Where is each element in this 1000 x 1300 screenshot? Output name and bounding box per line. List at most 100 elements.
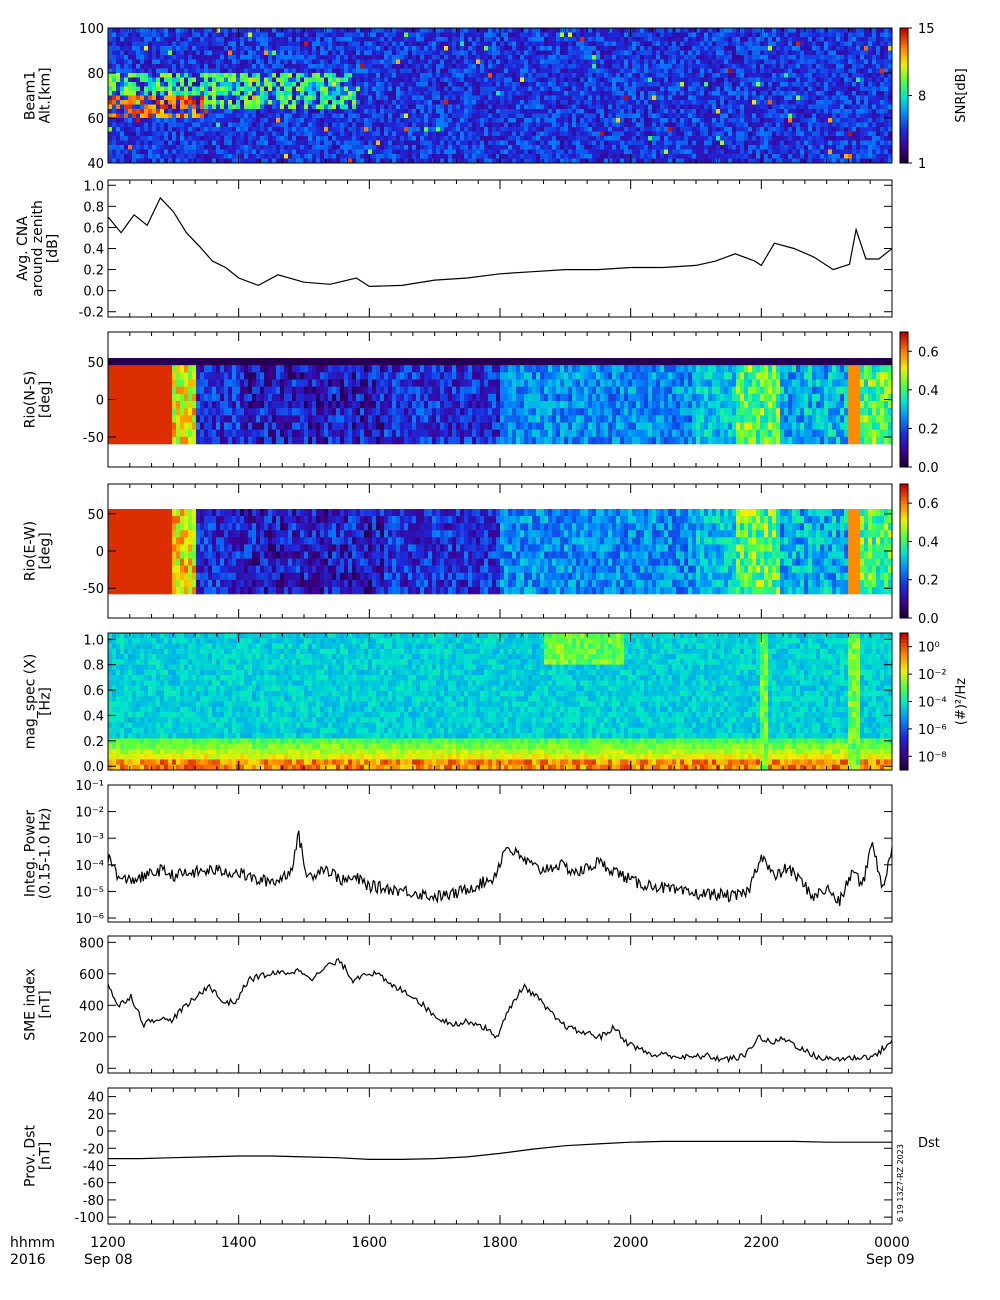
beam1-heatmap-cell xyxy=(120,131,125,137)
beam1-heatmap-cell xyxy=(648,131,653,137)
beam1-heatmap-cell xyxy=(276,59,281,65)
beam1-heatmap-cell xyxy=(300,37,305,42)
beam1-heatmap-cell xyxy=(212,131,217,137)
beam1-heatmap-cell xyxy=(200,77,205,83)
beam1-heatmap-cell xyxy=(184,32,189,38)
beam1-heatmap-cell xyxy=(144,127,149,132)
beam1-heatmap-cell xyxy=(388,140,393,146)
beam1-heatmap-cell xyxy=(176,131,181,137)
beam1-heatmap-cell xyxy=(108,95,113,101)
beam1-heatmap-cell xyxy=(152,131,157,137)
beam1-heatmap-cell xyxy=(528,122,533,128)
beam1-heatmap-cell xyxy=(576,68,581,74)
beam1-heatmap-cell xyxy=(676,28,681,33)
beam1-heatmap-cell xyxy=(628,68,633,74)
beam1-heatmap-cell xyxy=(396,140,401,146)
beam1-heatmap-cell xyxy=(596,118,601,123)
beam1-heatmap-cell xyxy=(700,100,705,105)
beam1-heatmap-cell xyxy=(592,28,597,33)
beam1-heatmap-cell xyxy=(128,68,133,74)
beam1-heatmap-cell xyxy=(452,145,457,150)
beam1-heatmap-cell xyxy=(524,145,529,150)
beam1-heatmap-cell xyxy=(216,68,221,74)
beam1-heatmap-cell xyxy=(304,104,309,110)
beam1-heatmap-cell xyxy=(436,113,441,119)
beam1-heatmap-cell xyxy=(600,91,605,96)
beam1-heatmap-cell xyxy=(348,158,353,164)
beam1-heatmap-cell xyxy=(376,95,381,101)
beam1-heatmap-cell xyxy=(728,59,733,65)
beam1-heatmap-cell xyxy=(108,131,113,137)
beam1-heatmap-cell xyxy=(372,158,377,164)
beam1-heatmap-cell xyxy=(688,149,693,155)
beam1-heatmap-cell xyxy=(280,104,285,110)
beam1-heatmap-cell xyxy=(692,122,697,128)
beam1-heatmap-cell xyxy=(364,64,369,69)
beam1-heatmap-cell xyxy=(504,109,509,114)
beam1-heatmap-cell xyxy=(440,109,445,114)
beam1-heatmap-cell xyxy=(496,37,501,42)
beam1-heatmap-cell xyxy=(552,32,557,38)
beam1-heatmap-cell xyxy=(280,145,285,150)
beam1-heatmap-cell xyxy=(584,37,589,42)
beam1-heatmap-cell xyxy=(732,149,737,155)
beam1-heatmap-cell xyxy=(440,64,445,69)
beam1-heatmap-cell xyxy=(608,140,613,146)
beam1-heatmap-cell xyxy=(608,118,613,123)
beam1-heatmap-cell xyxy=(484,95,489,101)
beam1-heatmap-cell xyxy=(676,91,681,96)
beam1-heatmap-cell xyxy=(128,77,133,83)
beam1-heatmap-cell xyxy=(616,154,621,159)
beam1-heatmap-cell xyxy=(448,82,453,87)
beam1-heatmap-cell xyxy=(340,95,345,101)
beam1-heatmap-cell xyxy=(672,55,677,60)
beam1-heatmap-cell xyxy=(596,127,601,132)
beam1-heatmap-cell xyxy=(488,55,493,60)
beam1-heatmap-cell xyxy=(408,100,413,105)
beam1-heatmap-cell xyxy=(716,149,721,155)
beam1-heatmap-cell xyxy=(512,154,517,159)
beam1-heatmap-cell xyxy=(128,136,133,141)
beam1-heatmap-cell xyxy=(388,64,393,69)
beam1-heatmap-cell xyxy=(652,86,657,92)
beam1-heatmap-cell xyxy=(612,140,617,146)
beam1-heatmap-cell xyxy=(768,41,773,47)
beam1-heatmap-cell xyxy=(428,158,433,164)
beam1-heatmap-cell xyxy=(224,73,229,78)
beam1-heatmap-cell xyxy=(760,154,765,159)
beam1-heatmap-cell xyxy=(384,68,389,74)
beam1-heatmap-cell xyxy=(692,131,697,137)
beam1-heatmap-cell xyxy=(112,145,117,150)
beam1-heatmap-cell xyxy=(212,118,217,123)
beam1-heatmap-cell xyxy=(264,113,269,119)
beam1-heatmap-cell xyxy=(372,149,377,155)
beam1-heatmap-cell xyxy=(328,73,333,78)
beam1-heatmap-cell xyxy=(372,122,377,128)
beam1-heatmap-cell xyxy=(268,100,273,105)
beam1-heatmap-cell xyxy=(720,59,725,65)
beam1-heatmap-cell xyxy=(732,109,737,114)
beam1-heatmap-cell xyxy=(768,127,773,132)
beam1-heatmap-cell xyxy=(452,122,457,128)
beam1-heatmap-cell xyxy=(420,109,425,114)
beam1-heatmap-cell xyxy=(408,37,413,42)
beam1-heatmap-cell xyxy=(120,104,125,110)
beam1-heatmap-cell xyxy=(480,59,485,65)
beam1-heatmap-cell xyxy=(332,73,337,78)
beam1-heatmap-cell xyxy=(292,131,297,137)
beam1-heatmap-cell xyxy=(732,86,737,92)
beam1-heatmap-cell xyxy=(748,113,753,119)
beam1-heatmap-cell xyxy=(168,113,173,119)
beam1-heatmap-cell xyxy=(396,104,401,110)
beam1-heatmap-cell xyxy=(412,113,417,119)
beam1-heatmap-cell xyxy=(688,82,693,87)
beam1-heatmap-cell xyxy=(628,100,633,105)
beam1-heatmap-cell xyxy=(440,104,445,110)
beam1-heatmap-cell xyxy=(456,113,461,119)
beam1-heatmap-cell xyxy=(252,131,257,137)
beam1-heatmap-cell xyxy=(132,46,137,51)
beam1-heatmap-cell xyxy=(588,32,593,38)
beam1-heatmap-cell xyxy=(444,41,449,47)
beam1-heatmap-cell xyxy=(528,127,533,132)
beam1-heatmap-cell xyxy=(232,55,237,60)
